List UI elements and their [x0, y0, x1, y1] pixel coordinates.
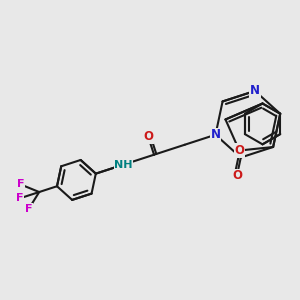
Text: F: F — [25, 204, 32, 214]
Text: NH: NH — [114, 160, 133, 170]
Text: N: N — [250, 85, 260, 98]
Text: F: F — [17, 179, 24, 190]
Text: O: O — [232, 169, 242, 182]
Text: O: O — [143, 130, 153, 143]
Text: F: F — [16, 193, 23, 203]
Text: O: O — [234, 144, 244, 157]
Text: N: N — [211, 128, 220, 141]
